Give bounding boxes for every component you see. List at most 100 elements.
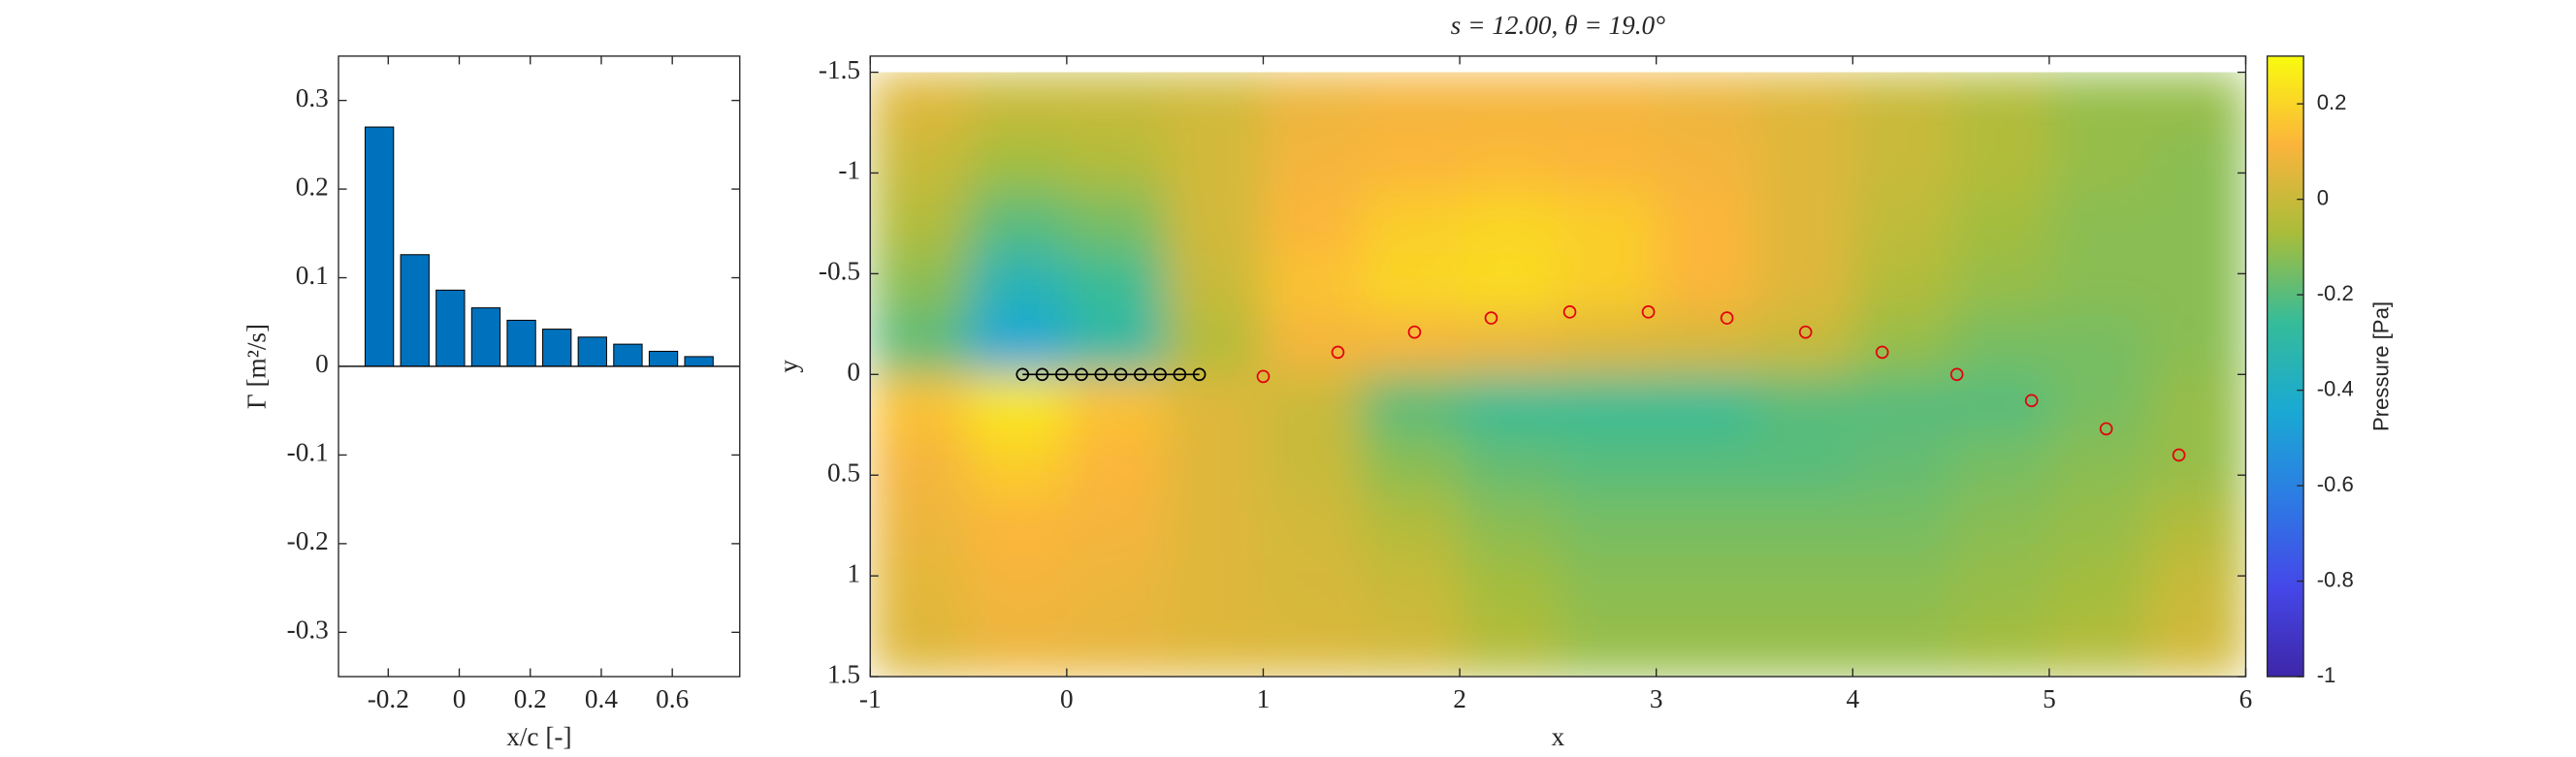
pressure-cell bbox=[1165, 615, 1265, 678]
pressure-cell bbox=[1460, 313, 1560, 376]
pressure-cell bbox=[1754, 615, 1854, 678]
bar bbox=[648, 350, 679, 367]
pressure-cell bbox=[2147, 132, 2246, 195]
x-tick-label: -1 bbox=[859, 684, 882, 713]
x-tick-label: 0.4 bbox=[585, 684, 618, 713]
colorbar-tick-label: -0.6 bbox=[2317, 472, 2354, 496]
y-tick-label: -0.5 bbox=[819, 257, 860, 286]
y-tick-label: -0.3 bbox=[287, 615, 329, 645]
pressure-cell bbox=[968, 495, 1068, 557]
pressure-cell bbox=[968, 313, 1068, 376]
pressure-cell bbox=[1558, 72, 1658, 134]
bar bbox=[684, 356, 714, 367]
wing-point bbox=[1113, 367, 1128, 382]
wake-vortex bbox=[1720, 311, 1734, 325]
x-tick-label: 0.2 bbox=[514, 684, 547, 713]
pressure-cell bbox=[1263, 495, 1363, 557]
pressure-cell bbox=[1361, 495, 1461, 557]
y-tick-label: 0.3 bbox=[296, 83, 329, 112]
x-tick-label: 0 bbox=[453, 684, 467, 713]
pressure-cell bbox=[1754, 374, 1854, 436]
pressure-cell bbox=[1754, 313, 1854, 376]
wake-vortex bbox=[2099, 422, 2113, 436]
pressure-cell bbox=[870, 555, 970, 617]
pressure-cell bbox=[1950, 615, 2050, 678]
pressure-cell bbox=[1950, 72, 2050, 134]
x-tick-label: 6 bbox=[2239, 684, 2253, 713]
pressure-cell bbox=[1754, 193, 1854, 255]
bar bbox=[435, 289, 466, 367]
pressure-cell bbox=[870, 374, 970, 436]
pressure-cell bbox=[1754, 253, 1854, 315]
pressure-cell bbox=[1558, 313, 1658, 376]
y-tick-label: -1.5 bbox=[819, 55, 860, 84]
pressure-cell bbox=[2147, 193, 2246, 255]
pressure-cell bbox=[1558, 615, 1658, 678]
pressure-cell bbox=[1361, 253, 1461, 315]
wing-point bbox=[1153, 367, 1167, 382]
pressure-cell bbox=[2048, 313, 2149, 376]
wake-vortex bbox=[1331, 345, 1345, 360]
x-tick-label: 5 bbox=[2043, 684, 2056, 713]
wake-vortex bbox=[1875, 345, 1889, 360]
y-tick-label: 0.1 bbox=[296, 261, 329, 290]
pressure-cell bbox=[870, 193, 970, 255]
pressure-cell bbox=[1754, 495, 1854, 557]
pressure-cell bbox=[968, 72, 1068, 134]
pressure-cell bbox=[1656, 313, 1755, 376]
wake-vortex bbox=[1949, 367, 1964, 382]
wing-point bbox=[1035, 367, 1049, 382]
wing-point bbox=[1054, 367, 1069, 382]
pressure-cell bbox=[1754, 132, 1854, 195]
pressure-cell bbox=[1852, 434, 1952, 496]
wing-point bbox=[1192, 367, 1207, 382]
pressure-cell bbox=[968, 132, 1068, 195]
pressure-cell bbox=[1558, 193, 1658, 255]
pressure-cell bbox=[1460, 374, 1560, 436]
wake-vortex bbox=[1484, 311, 1498, 325]
pressure-cell bbox=[1852, 615, 1952, 678]
pressure-cell bbox=[1754, 555, 1854, 617]
pressure-cell bbox=[1656, 72, 1755, 134]
bar bbox=[577, 336, 607, 367]
pressure-cell bbox=[1165, 132, 1265, 195]
colorbar-tick-label: -1 bbox=[2317, 663, 2336, 687]
pressure-cell bbox=[968, 615, 1068, 678]
pressure-cell bbox=[1361, 193, 1461, 255]
wake-vortex bbox=[1641, 305, 1656, 319]
pressure-cell bbox=[1950, 555, 2050, 617]
bar bbox=[506, 319, 536, 367]
x-tick-label: 3 bbox=[1650, 684, 1663, 713]
pressure-cell bbox=[2048, 615, 2149, 678]
pressure-cell bbox=[968, 253, 1068, 315]
y-tick-label: 0 bbox=[847, 358, 860, 387]
wing-point bbox=[1075, 367, 1088, 382]
pressure-cell bbox=[1066, 72, 1167, 134]
axes-box bbox=[869, 55, 2247, 678]
pressure-cell bbox=[1558, 434, 1658, 496]
y-tick-label: -1 bbox=[838, 156, 860, 185]
pressure-cell bbox=[870, 434, 970, 496]
pressure-cell bbox=[2048, 193, 2149, 255]
bar bbox=[542, 329, 572, 367]
y-axis-label: y bbox=[774, 360, 803, 373]
y-tick-label: 1.5 bbox=[827, 659, 860, 688]
pressure-cell bbox=[2147, 374, 2246, 436]
pressure-cell bbox=[1165, 253, 1265, 315]
pressure-cell bbox=[1656, 132, 1755, 195]
x-tick-label: 4 bbox=[1846, 684, 1859, 713]
colorbar-tick-label: 0.2 bbox=[2317, 90, 2347, 114]
pressure-cell bbox=[1852, 253, 1952, 315]
pressure-cell bbox=[1361, 313, 1461, 376]
wake-vortex bbox=[2172, 448, 2186, 462]
pressure-cell bbox=[1460, 434, 1560, 496]
wing-point bbox=[1134, 367, 1147, 382]
pressure-cell bbox=[1263, 313, 1363, 376]
pressure-cell bbox=[1950, 132, 2050, 195]
pressure-cell bbox=[2048, 434, 2149, 496]
pressure-cell bbox=[1165, 374, 1265, 436]
pressure-cell bbox=[870, 72, 970, 134]
pressure-cell bbox=[1950, 193, 2050, 255]
wake-vortex bbox=[2024, 394, 2039, 408]
pressure-cell bbox=[1066, 313, 1167, 376]
